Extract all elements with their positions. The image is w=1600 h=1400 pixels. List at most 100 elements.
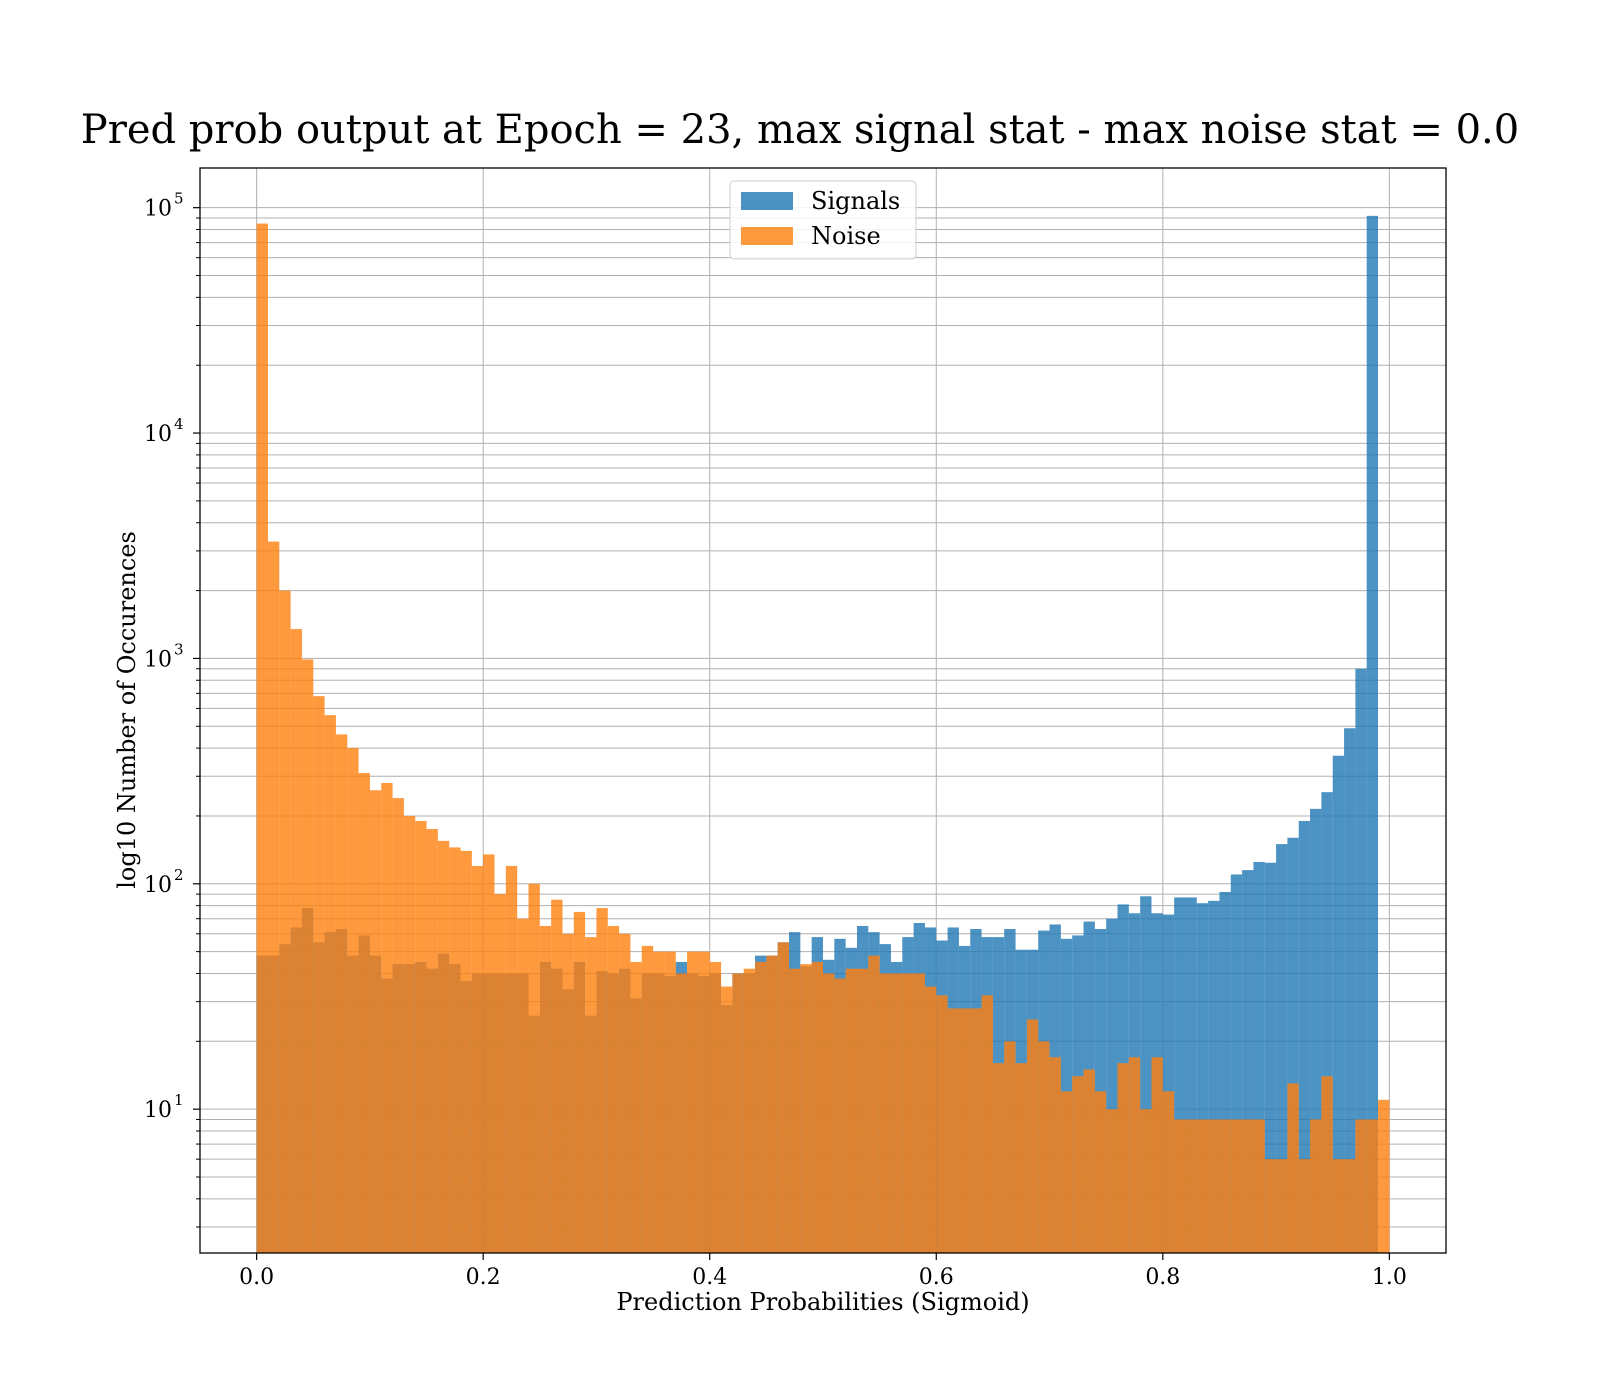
histogram-bar bbox=[528, 883, 540, 1253]
histogram-bar bbox=[483, 854, 495, 1253]
histogram-bar bbox=[766, 955, 778, 1253]
histogram-bar bbox=[687, 951, 699, 1253]
histogram-bar bbox=[517, 918, 529, 1253]
histogram-bar bbox=[437, 840, 450, 1253]
histogram-bar bbox=[1004, 1041, 1016, 1253]
histogram-bar bbox=[1242, 870, 1254, 1253]
histogram-bar bbox=[539, 925, 552, 1253]
histogram-bar bbox=[279, 590, 291, 1253]
histogram-bar bbox=[1253, 1119, 1265, 1253]
histogram-bar bbox=[1344, 728, 1356, 1253]
histogram-bar bbox=[664, 951, 676, 1253]
y-tick-label: 10 bbox=[144, 647, 172, 672]
histogram-bar bbox=[1117, 1063, 1129, 1253]
legend: Signals Noise bbox=[729, 180, 917, 260]
histogram-bar bbox=[1060, 1091, 1073, 1253]
histogram-bar bbox=[381, 783, 393, 1253]
histogram-bar bbox=[1106, 1109, 1118, 1253]
histogram-bar bbox=[630, 961, 642, 1253]
histogram-bar bbox=[1344, 1159, 1356, 1253]
y-axis-label: log10 Number of Occurences bbox=[113, 531, 141, 889]
histogram-bar bbox=[958, 1008, 971, 1253]
histogram-bar bbox=[1196, 903, 1209, 1253]
y-tick-label: 10 bbox=[144, 197, 172, 222]
histogram-bar bbox=[1094, 1091, 1107, 1253]
histogram-bar bbox=[743, 968, 756, 1253]
histogram-bar bbox=[369, 790, 382, 1253]
histogram-bar bbox=[1276, 844, 1288, 1253]
histogram-bar bbox=[1140, 1109, 1152, 1253]
histogram-bar bbox=[1015, 1063, 1027, 1253]
histogram-bar bbox=[868, 955, 880, 1253]
histogram-bar bbox=[913, 973, 925, 1253]
histogram-bar bbox=[358, 773, 370, 1253]
histogram-bar bbox=[1264, 862, 1277, 1253]
y-tick-label: 10 bbox=[144, 1098, 172, 1123]
histogram-bar bbox=[698, 951, 710, 1253]
plot-frame bbox=[199, 167, 1447, 1254]
histogram-bar bbox=[1083, 1069, 1095, 1253]
histogram-bar bbox=[607, 925, 620, 1253]
histogram-bar bbox=[800, 964, 812, 1253]
y-tick-label: 10 bbox=[144, 873, 172, 898]
legend-label-noise: Noise bbox=[811, 222, 881, 250]
histogram-bar bbox=[845, 968, 857, 1253]
histogram-bar bbox=[562, 933, 574, 1253]
histogram-bar bbox=[415, 820, 427, 1253]
histogram-bar bbox=[267, 541, 280, 1253]
histogram-bar bbox=[403, 815, 416, 1253]
histogram-bar bbox=[970, 1008, 982, 1253]
histogram-bar bbox=[755, 961, 767, 1253]
histogram-bar bbox=[1287, 1083, 1299, 1253]
histogram-bar bbox=[902, 973, 914, 1253]
histogram-bar bbox=[1230, 874, 1243, 1253]
histogram-bar bbox=[721, 986, 733, 1253]
histogram-bar bbox=[1310, 1119, 1322, 1253]
histogram-bar bbox=[879, 973, 891, 1253]
histogram-bar bbox=[494, 894, 506, 1253]
histogram-bar bbox=[1321, 1076, 1333, 1253]
y-tick-label: 10 bbox=[144, 422, 172, 447]
histogram-bars bbox=[256, 215, 1390, 1254]
histogram-bar bbox=[1332, 755, 1345, 1253]
histogram-bar bbox=[1219, 1119, 1231, 1253]
y-tick-exponent: 2 bbox=[174, 866, 184, 884]
histogram-bar bbox=[256, 223, 268, 1253]
x-axis-label: Prediction Probabilities (Sigmoid) bbox=[616, 1288, 1029, 1316]
histogram-bar bbox=[290, 629, 302, 1253]
histogram-bar bbox=[1298, 820, 1311, 1253]
chart-title: Pred prob output at Epoch = 23, max sign… bbox=[81, 107, 1519, 153]
histogram-bar bbox=[1151, 1057, 1163, 1253]
histogram-bar bbox=[347, 748, 359, 1253]
histogram-bar bbox=[426, 829, 438, 1253]
x-tick-label: 0.2 bbox=[466, 1265, 501, 1290]
histogram-bar bbox=[1128, 1057, 1141, 1253]
histogram-bar bbox=[981, 995, 993, 1253]
histogram-bar bbox=[335, 734, 348, 1253]
y-tick-exponent: 4 bbox=[174, 415, 184, 433]
histogram-bar bbox=[1162, 914, 1175, 1253]
histogram-bar bbox=[505, 865, 518, 1253]
histogram-bar bbox=[1378, 1099, 1390, 1253]
histogram-bar bbox=[1276, 1159, 1288, 1253]
legend-swatch-noise bbox=[741, 227, 793, 245]
histogram-bar bbox=[1049, 1057, 1061, 1253]
histogram-bar bbox=[1219, 891, 1231, 1253]
histogram-bar bbox=[1140, 896, 1152, 1253]
histogram-bar bbox=[1287, 837, 1299, 1253]
histogram-bar bbox=[1072, 1076, 1084, 1253]
histogram-bar bbox=[551, 899, 563, 1253]
histogram-bar bbox=[992, 1063, 1005, 1253]
histogram-bar bbox=[1230, 1119, 1243, 1253]
histogram-bar bbox=[460, 850, 472, 1253]
histogram-bar bbox=[1321, 792, 1333, 1253]
histogram-bar bbox=[324, 715, 336, 1253]
histogram-bar bbox=[789, 968, 801, 1253]
histogram-bar bbox=[709, 961, 722, 1253]
histogram-bar bbox=[1208, 900, 1220, 1253]
histogram-bar bbox=[392, 798, 404, 1253]
histogram-bar bbox=[1298, 1159, 1311, 1253]
histogram-bar bbox=[1026, 1019, 1039, 1253]
histogram-bar bbox=[653, 951, 665, 1253]
